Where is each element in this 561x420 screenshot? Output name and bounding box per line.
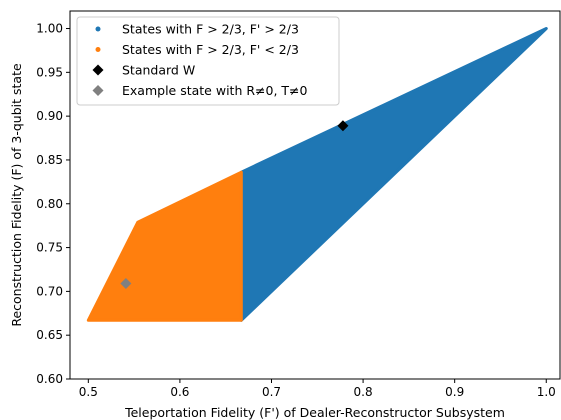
y-axis-label: Reconstruction Fidelity (F) of 3-qubit s… (9, 63, 24, 327)
y-tick-label: 0.95 (36, 65, 63, 79)
series-1-region (86, 170, 243, 322)
legend-marker-1 (95, 47, 101, 52)
plot-frame (69, 10, 561, 380)
x-tick-label: 0.7 (262, 385, 281, 399)
x-tick-label: 0.9 (445, 385, 464, 399)
y-axis: 0.60 0.65 0.70 0.75 0.80 0.85 0.90 0.95 1.00 (36, 22, 70, 386)
y-tick-label: 1.00 (36, 22, 63, 36)
legend-label-3: Example state with R≠0, T≠0 (122, 83, 308, 98)
x-tick-label: 0.5 (79, 385, 98, 399)
x-axis-label: Teleportation Fidelity (F') of Dealer-Re… (124, 405, 505, 420)
legend-marker-3 (92, 85, 104, 96)
y-tick-label: 0.80 (36, 197, 63, 211)
legend-label-2: Standard W (122, 63, 195, 78)
legend-marker-2 (92, 64, 104, 76)
x-axis: 0.5 0.6 0.7 0.8 0.9 1.0 (79, 379, 556, 399)
legend-marker-0 (95, 26, 101, 32)
y-tick-label: 0.85 (36, 153, 63, 167)
y-tick-label: 0.65 (36, 328, 63, 342)
series-3-point-0 (120, 277, 132, 289)
legend-label-1: States with F > 2/3, F' < 2/3 (122, 42, 299, 57)
x-tick-label: 0.8 (354, 385, 373, 399)
y-tick-label: 0.60 (36, 372, 63, 386)
x-tick-label: 0.6 (170, 385, 189, 399)
y-tick-label: 0.90 (36, 109, 63, 123)
y-tick-label: 0.75 (36, 241, 63, 255)
legend-box (76, 16, 340, 106)
series-2-point-0 (337, 120, 349, 132)
x-tick-label: 1.0 (537, 385, 556, 399)
y-tick-label: 0.70 (36, 284, 63, 298)
data-markers (120, 120, 349, 289)
legend: States with F > 2/3, F' > 2/3 States with… (76, 16, 340, 106)
legend-label-0: States with F > 2/3, F' > 2/3 (122, 22, 299, 37)
